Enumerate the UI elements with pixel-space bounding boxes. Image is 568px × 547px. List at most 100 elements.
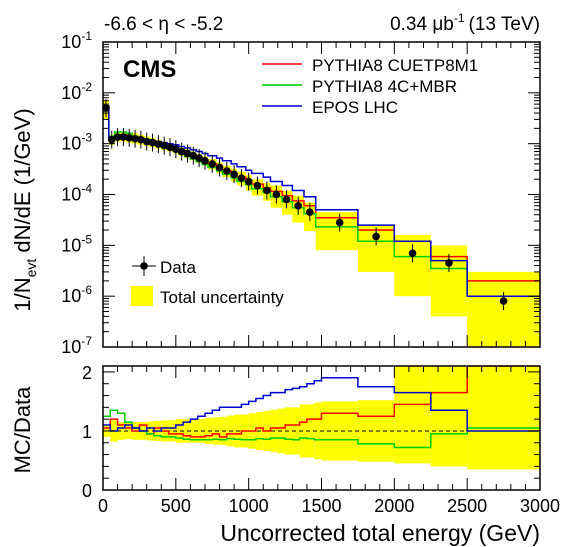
- luminosity-label: 0.34 μb-1 (13 TeV): [390, 11, 540, 35]
- x-tick-label: 3000: [520, 496, 560, 516]
- data-point: [142, 137, 151, 146]
- spectrum-plot-area: [103, 100, 540, 347]
- top-y-axis-title: 1/Nevt dN/dE (1/GeV): [10, 108, 39, 311]
- spectrum-axis-ticks: 10-710-610-510-410-310-210-1: [61, 29, 541, 357]
- data-point: [230, 170, 238, 179]
- epos-lhc-ratio-line: [103, 377, 540, 432]
- data-point: [294, 201, 302, 210]
- data-point: [253, 181, 262, 190]
- ratio-uncertainty-bin: [292, 407, 300, 455]
- data-point: [119, 133, 128, 141]
- pythia-cuetp8m1-spectrum-line: [103, 105, 540, 282]
- data-point: [306, 208, 314, 216]
- y-tick-label: 10-6: [61, 283, 92, 306]
- data-legend: Data Total uncertainty: [131, 256, 284, 307]
- y-tick-label-exponent: -5: [81, 232, 92, 246]
- data-point: [272, 190, 281, 199]
- data-point: [372, 232, 380, 241]
- y-tick-label-base: 10: [61, 235, 81, 255]
- y-tick-label-exponent: -4: [81, 182, 92, 196]
- data-point: [282, 195, 291, 204]
- energy-value: (13 TeV): [469, 14, 540, 35]
- data-point: [183, 149, 192, 158]
- y-tick-label: 10-1: [61, 29, 92, 52]
- cms-label: CMS: [123, 56, 176, 83]
- data-point: [125, 134, 134, 142]
- y-tick-label-exponent: -3: [81, 131, 92, 145]
- y-tick-label: 10-5: [61, 232, 92, 255]
- ratio-y-tick-label: 0: [82, 481, 92, 501]
- pythia-cuetp8m1-ratio-line: [103, 366, 540, 438]
- data-point: [154, 140, 163, 148]
- x-axis-title: Uncorrected total energy (GeV): [220, 520, 540, 546]
- data-point: [195, 154, 203, 162]
- y-tick-label-base: 10: [61, 134, 81, 154]
- data-point: [189, 151, 198, 160]
- y-tick-label-base: 10: [61, 286, 81, 306]
- data-point: [208, 160, 217, 168]
- x-tick-label: 0: [98, 496, 108, 516]
- eta-range-label: -6.6 < η < -5.2: [104, 14, 223, 35]
- uncertainty-legend-label: Total uncertainty: [160, 288, 284, 307]
- data-point: [244, 177, 253, 186]
- x-tick-label: 2500: [447, 496, 487, 516]
- ratio-uncertainty-bin: [394, 366, 431, 464]
- pythia-4cmbr-legend-label: PYTHIA8 4C+MBR: [312, 77, 457, 96]
- data-point: [160, 141, 168, 150]
- ratio-uncertainty-bin: [467, 366, 540, 470]
- y-tick-label: 10-2: [61, 80, 92, 103]
- ratio-y-tick-label: 2: [82, 363, 92, 383]
- data-point: [335, 218, 344, 227]
- y-tick-label-base: 10: [61, 337, 81, 357]
- ratio-uncertainty-bin: [117, 422, 125, 440]
- data-point: [201, 157, 209, 165]
- luminosity-value: 0.34 μb: [390, 14, 454, 35]
- x-tick-label: 1500: [301, 496, 341, 516]
- ratio-uncertainty-bin: [175, 419, 184, 443]
- y-tick-label: 10-7: [61, 334, 92, 357]
- mc-legend: PYTHIA8 CUETP8M1 PYTHIA8 4C+MBR EPOS LHC: [262, 56, 478, 117]
- x-tick-label: 500: [161, 496, 191, 516]
- y-tick-label: 10-4: [61, 182, 92, 205]
- x-tick-label: 1000: [229, 496, 269, 516]
- data-point: [131, 134, 139, 143]
- top-y-axis-title-main: 1/N: [10, 277, 35, 311]
- top-y-axis-title-rest: dN/dE (1/GeV): [10, 108, 35, 258]
- ratio-y-tick-label: 1: [82, 422, 92, 442]
- data-point: [215, 163, 224, 172]
- data-legend-label: Data: [160, 258, 196, 277]
- y-tick-label: 10-3: [61, 131, 92, 154]
- ratio-uncertainty-bin: [183, 419, 191, 443]
- ratio-plot-area: [103, 366, 540, 470]
- y-tick-label-base: 10: [61, 83, 81, 103]
- y-tick-label-exponent: -7: [81, 334, 92, 348]
- data-point: [263, 186, 271, 195]
- data-point: [445, 259, 453, 267]
- data-point: [148, 138, 157, 147]
- data-point: [166, 143, 174, 152]
- ratio-uncertainty-bin: [430, 366, 468, 467]
- ratio-uncertainty-bin: [321, 401, 358, 461]
- data-point: [499, 297, 508, 305]
- ratio-uncertainty-bin: [306, 404, 315, 458]
- ratio-uncertainty-bin: [168, 420, 176, 442]
- y-tick-label-exponent: -2: [81, 80, 92, 94]
- data-point: [172, 145, 180, 153]
- ratio-uncertainty-bin: [299, 404, 307, 458]
- y-tick-label-exponent: -6: [81, 283, 92, 297]
- luminosity-exponent: -1: [454, 11, 465, 25]
- y-tick-label-base: 10: [61, 32, 81, 52]
- epos-lhc-legend-label: EPOS LHC: [312, 98, 398, 117]
- top-y-axis-title-sub: evt: [23, 259, 39, 278]
- data-point: [137, 135, 145, 144]
- y-tick-label-exponent: -1: [81, 29, 92, 43]
- ratio-uncertainty-bin: [124, 422, 133, 440]
- spectrum-data-points: [102, 99, 508, 311]
- ratio-axis-ticks: 0 500 1000 1500 2000 2500 3000 0 1 2: [82, 363, 560, 516]
- bottom-y-axis-title: MC/Data: [10, 386, 35, 474]
- data-point: [237, 174, 246, 182]
- x-tick-label: 2000: [374, 496, 414, 516]
- data-point: [177, 147, 186, 156]
- spectrum-uncertainty-bin: [394, 234, 431, 297]
